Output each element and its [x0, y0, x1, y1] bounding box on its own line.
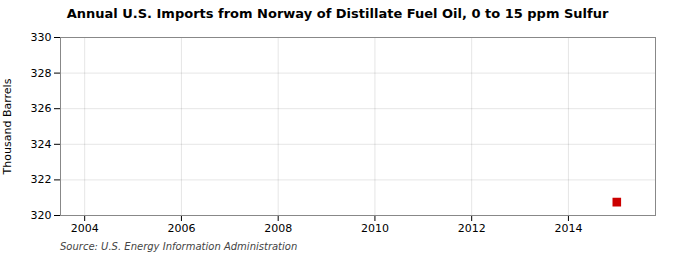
svg-text:2010: 2010 — [361, 222, 389, 235]
svg-text:328: 328 — [31, 67, 52, 80]
svg-text:320: 320 — [31, 209, 52, 222]
svg-text:2012: 2012 — [458, 222, 486, 235]
svg-text:2006: 2006 — [167, 222, 195, 235]
svg-text:Thousand Barrels: Thousand Barrels — [1, 78, 14, 175]
svg-text:324: 324 — [31, 138, 52, 151]
svg-text:330: 330 — [31, 31, 52, 44]
svg-text:2004: 2004 — [71, 222, 99, 235]
svg-text:2014: 2014 — [554, 222, 582, 235]
svg-text:322: 322 — [31, 173, 52, 186]
html-text:Annual U.S. Imports from Norwa: Annual U.S. Imports from Norway of Disti… — [66, 6, 609, 21]
html-text:Source: U.S. Energy Informatio: Source: U.S. Energy Information Administ… — [60, 241, 298, 252]
svg-text:2008: 2008 — [264, 222, 292, 235]
svg-text:326: 326 — [31, 102, 52, 115]
